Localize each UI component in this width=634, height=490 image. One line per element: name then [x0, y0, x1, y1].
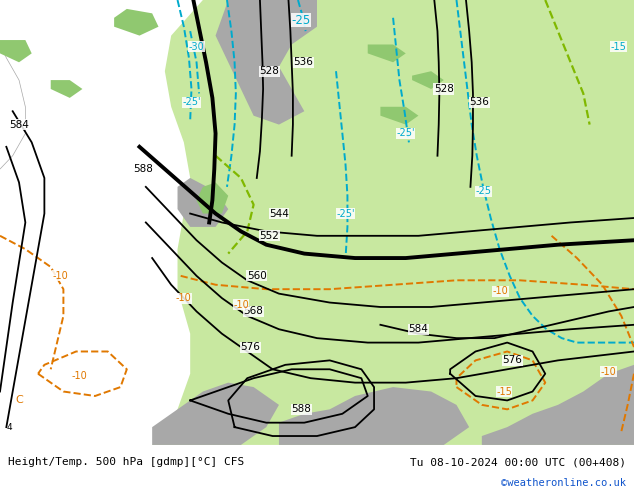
Text: 560: 560: [247, 271, 267, 281]
Text: -30: -30: [189, 42, 204, 52]
Text: -10: -10: [601, 367, 616, 376]
Text: 576: 576: [502, 355, 522, 366]
Text: -10: -10: [233, 300, 249, 310]
Text: -10: -10: [53, 271, 68, 281]
Polygon shape: [482, 365, 634, 445]
Text: 584: 584: [408, 324, 429, 334]
Text: -15: -15: [496, 387, 512, 396]
Text: 552: 552: [259, 231, 280, 241]
Polygon shape: [152, 0, 634, 445]
Text: 536: 536: [469, 98, 489, 107]
Polygon shape: [380, 107, 418, 124]
Polygon shape: [197, 182, 228, 214]
Text: 588: 588: [133, 164, 153, 174]
Text: Height/Temp. 500 hPa [gdmp][°C] CFS: Height/Temp. 500 hPa [gdmp][°C] CFS: [8, 457, 244, 467]
Text: -10: -10: [493, 287, 508, 296]
Polygon shape: [412, 71, 444, 89]
Polygon shape: [178, 178, 228, 227]
Polygon shape: [114, 9, 158, 36]
Text: 568: 568: [243, 306, 264, 317]
Text: -25': -25': [182, 98, 201, 107]
Polygon shape: [279, 387, 469, 445]
Text: -25: -25: [475, 186, 491, 196]
Text: -25': -25': [396, 128, 415, 139]
Text: 4: 4: [6, 422, 12, 432]
Text: 576: 576: [240, 342, 261, 352]
Polygon shape: [216, 0, 317, 124]
Text: Tu 08-10-2024 00:00 UTC (00+408): Tu 08-10-2024 00:00 UTC (00+408): [410, 457, 626, 467]
Polygon shape: [228, 0, 279, 80]
Text: 528: 528: [259, 66, 280, 76]
Text: -10: -10: [176, 293, 191, 303]
Polygon shape: [51, 80, 82, 98]
Text: -15: -15: [610, 42, 626, 52]
Text: 584: 584: [9, 120, 29, 129]
Text: -25': -25': [336, 209, 355, 219]
Text: C: C: [15, 395, 23, 405]
Text: -25: -25: [292, 14, 311, 26]
Text: 544: 544: [269, 209, 289, 219]
Text: 588: 588: [291, 404, 311, 415]
Text: -10: -10: [72, 371, 87, 381]
Polygon shape: [152, 383, 279, 445]
Polygon shape: [368, 45, 406, 62]
Text: 528: 528: [434, 84, 454, 94]
Polygon shape: [0, 40, 32, 62]
Text: ©weatheronline.co.uk: ©weatheronline.co.uk: [501, 478, 626, 488]
Text: 536: 536: [293, 57, 313, 67]
